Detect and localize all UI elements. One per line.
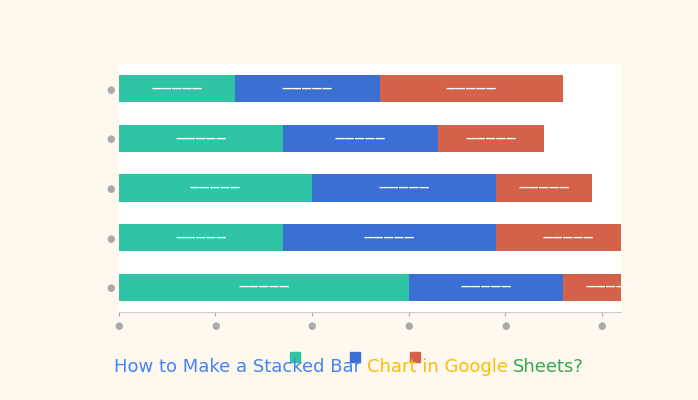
- Bar: [119, 125, 283, 152]
- Text: —————: —————: [446, 84, 497, 94]
- Bar: [119, 174, 312, 202]
- Bar: [235, 75, 380, 102]
- Text: —————: —————: [175, 232, 226, 242]
- Text: —————: —————: [460, 282, 512, 292]
- Text: —————: —————: [190, 183, 241, 193]
- Bar: [438, 125, 544, 152]
- Text: —————: —————: [465, 133, 517, 143]
- Text: —————: —————: [542, 232, 594, 242]
- Bar: [496, 174, 592, 202]
- Bar: [119, 274, 408, 301]
- Text: How to Make a Stacked Bar: How to Make a Stacked Bar: [114, 358, 366, 376]
- Text: —————: —————: [519, 183, 570, 193]
- Bar: [312, 174, 496, 202]
- Text: Chart in Google: Chart in Google: [366, 358, 513, 376]
- Text: —————: —————: [378, 183, 429, 193]
- Text: —————: —————: [334, 133, 386, 143]
- Text: Sheets?: Sheets?: [513, 358, 584, 376]
- Bar: [563, 274, 660, 301]
- Bar: [380, 75, 563, 102]
- Bar: [119, 224, 283, 251]
- Text: —————: —————: [151, 84, 202, 94]
- Bar: [283, 224, 496, 251]
- Bar: [119, 75, 235, 102]
- Text: —————: —————: [586, 282, 637, 292]
- Text: —————: —————: [364, 232, 415, 242]
- Bar: [283, 125, 438, 152]
- Bar: [496, 224, 641, 251]
- Text: —————: —————: [238, 282, 289, 292]
- Text: —————: —————: [175, 133, 226, 143]
- Text: —————: —————: [281, 84, 333, 94]
- Bar: [408, 274, 563, 301]
